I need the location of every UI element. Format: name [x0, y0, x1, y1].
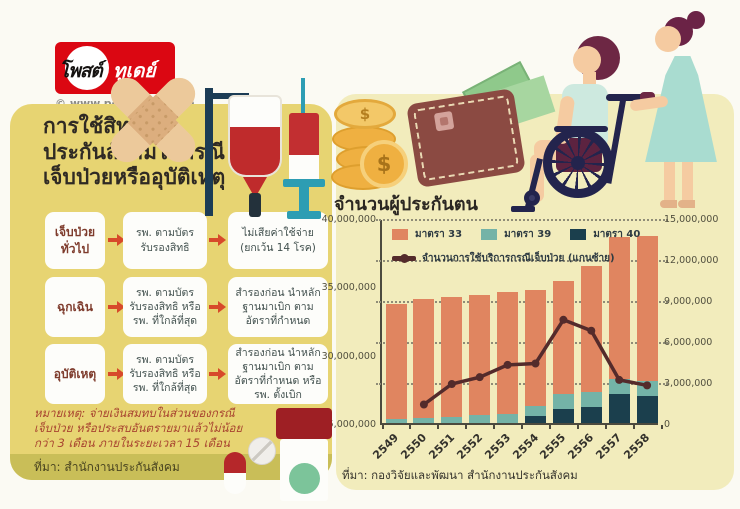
- gridline: [376, 219, 668, 221]
- arrow-icon: [209, 368, 226, 380]
- bar-segment-2553: [497, 291, 519, 415]
- dollar-coin-icon: $: [360, 140, 408, 188]
- legend-swatch-m39: [481, 229, 498, 240]
- case-type-emergency: ฉุกเฉิน: [45, 277, 105, 337]
- x-axis-tick: [604, 425, 607, 429]
- bar-segment-2553: [497, 414, 519, 423]
- dollar-coin-icon: $: [334, 99, 396, 129]
- left-axis-tick-label: 25,000,000: [321, 419, 376, 430]
- right-axis-tick-label: 6,000,000: [664, 337, 713, 348]
- bar-segment-2551: [441, 416, 463, 423]
- legend-line: จำนวนการใช้บริการกรณีเจ็บป่วย (แกนซ้าย): [392, 251, 627, 266]
- arrow-icon: [209, 301, 226, 313]
- x-axis-tick: [521, 425, 523, 429]
- legend-bars: มาตรา 33 มาตรา 39 มาตรา 40: [392, 227, 652, 242]
- bar-segment-2552: [469, 295, 491, 415]
- bar-segment-2556: [580, 406, 602, 423]
- row1-hospital-step: รพ. ตามบัตร รับรองสิทธิ: [123, 212, 207, 269]
- row1-payment-step: ไม่เสียค่าใช้จ่าย (ยกเว้น 14 โรค): [228, 212, 328, 269]
- bar-segment-2554: [525, 289, 546, 406]
- logo-text-white: ทูเดย์: [113, 60, 156, 82]
- bar-segment-2558: [636, 235, 658, 381]
- line-marker-icon: [392, 254, 416, 263]
- gridline: [376, 260, 668, 262]
- x-axis-tick: [493, 425, 496, 429]
- x-axis-tick: [437, 425, 440, 429]
- right-axis-tick-label: 15,000,000: [664, 214, 719, 225]
- bar-segment-2557: [608, 237, 630, 380]
- bar-segment-2550: [413, 418, 435, 423]
- arrow-icon: [108, 234, 125, 246]
- logo-circle-icon: [65, 46, 109, 90]
- bar-segment-2557: [608, 394, 630, 423]
- x-axis-tick: [660, 425, 663, 429]
- legend-label-m33: มาตรา 33: [415, 229, 463, 240]
- left-axis-tick-label: 35,000,000: [321, 282, 376, 294]
- wallet-icon: [406, 88, 526, 188]
- x-axis-tick: [465, 425, 468, 429]
- line-series: [419, 315, 652, 409]
- bar-segment-2555: [552, 280, 574, 395]
- logo-text-black: โพสต์: [59, 60, 103, 82]
- tablet-icon: [248, 437, 276, 465]
- gridline: [376, 342, 668, 344]
- legend-label-line: จำนวนการใช้บริการกรณีเจ็บป่วย (แกนซ้าย): [422, 253, 615, 264]
- row2-payment-step: สำรองก่อน นำหลักฐานมาเบิก ตามอัตราที่กำห…: [228, 277, 328, 337]
- legend-label-m40: มาตรา 40: [593, 229, 641, 240]
- capsule-icon: [224, 452, 246, 494]
- bar-segment-2554: [525, 405, 546, 417]
- source-band: [10, 454, 332, 480]
- chart-title: จำนวนผู้ประกันตน: [334, 194, 478, 215]
- legend-swatch-m40: [570, 229, 587, 240]
- x-axis-tick: [632, 425, 635, 429]
- left-axis-tick-label: 30,000,000: [321, 350, 376, 362]
- gridline: [376, 383, 668, 385]
- plot-area: มาตรา 33 มาตรา 39 มาตรา 40 จำนวนการใช้บร…: [376, 219, 668, 429]
- bar-segment-2554: [525, 416, 546, 423]
- bar-segment-2552: [469, 414, 491, 423]
- row3-payment-step: สำรองก่อน นำหลักฐานมาเบิก ตามอัตราที่กำห…: [228, 344, 328, 404]
- row2-hospital-step: รพ. ตามบัตร รับรองสิทธิ หรือ รพ. ที่ใกล้…: [123, 277, 207, 337]
- bar-segment-2555: [552, 394, 574, 410]
- bar-segment-2558: [636, 395, 658, 423]
- x-axis-tick: [409, 425, 412, 429]
- right-axis-tick-label: 3,000,000: [664, 378, 713, 389]
- arrow-icon: [108, 301, 125, 313]
- bar-segment-2557: [608, 379, 630, 395]
- page-title-line3: เจ็บป่วยหรืออุบัติเหตุ: [43, 165, 226, 190]
- row3-hospital-step: รพ. ตามบัตร รับรองสิทธิ หรือ รพ. ที่ใกล้…: [123, 344, 207, 404]
- left-axis-tick-label: 40,000,000: [321, 214, 376, 225]
- medicine-bottle-icon: [280, 439, 328, 501]
- note-text: หมายเหตุ: จ่ายเงินสมทบในส่วนของกรณีเจ็บป…: [34, 406, 243, 451]
- x-axis-tick: [381, 425, 384, 429]
- bandage-icon: [92, 62, 212, 180]
- right-axis-tick-label: 0: [664, 419, 671, 430]
- x-axis-tick: [576, 425, 579, 429]
- arrow-icon: [108, 368, 125, 380]
- right-axis-tick-label: 12,000,000: [664, 255, 719, 266]
- gridline: [376, 301, 668, 303]
- case-type-accident: อุบัติเหตุ: [45, 344, 105, 404]
- left-source-text: ที่มา: สำนักงานประกันสังคม: [34, 460, 180, 474]
- medicine-bottle-cap-icon: [276, 408, 332, 439]
- case-type-general-illness: เจ็บป่วยทั่วไป: [45, 212, 105, 269]
- bar-segment-2556: [580, 391, 602, 407]
- x-axis-tick: [548, 425, 551, 429]
- chart-source-text: ที่มา: กองวิจัยและพัฒนา สำนักงานประกันสั…: [342, 468, 578, 482]
- bar-segment-2550: [413, 298, 435, 419]
- legend-label-m39: มาตรา 39: [504, 229, 552, 240]
- legend-swatch-m33: [392, 229, 408, 240]
- right-axis-tick-label: 9,000,000: [664, 296, 713, 307]
- bar-segment-2549: [385, 304, 407, 419]
- bar-segment-2549: [385, 418, 407, 423]
- bar-segment-2555: [552, 409, 574, 423]
- arrow-icon: [209, 234, 226, 246]
- wheelchair-wheel-icon: [543, 128, 613, 198]
